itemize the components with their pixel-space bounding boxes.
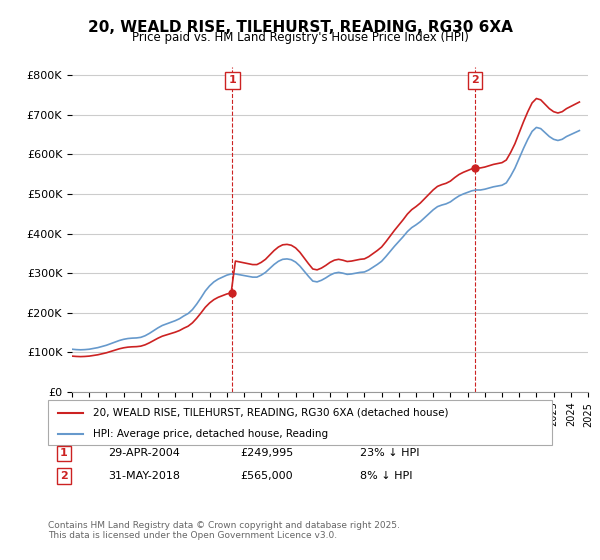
Text: 23% ↓ HPI: 23% ↓ HPI (360, 449, 419, 459)
Text: HPI: Average price, detached house, Reading: HPI: Average price, detached house, Read… (94, 429, 328, 439)
Text: 1: 1 (60, 449, 68, 459)
Text: Price paid vs. HM Land Registry's House Price Index (HPI): Price paid vs. HM Land Registry's House … (131, 31, 469, 44)
Text: 2: 2 (471, 75, 479, 85)
Text: 20, WEALD RISE, TILEHURST, READING, RG30 6XA: 20, WEALD RISE, TILEHURST, READING, RG30… (88, 20, 512, 35)
Text: 1: 1 (229, 75, 236, 85)
Text: £249,995: £249,995 (240, 449, 293, 459)
Text: 29-APR-2004: 29-APR-2004 (108, 449, 180, 459)
Text: 20, WEALD RISE, TILEHURST, READING, RG30 6XA (detached house): 20, WEALD RISE, TILEHURST, READING, RG30… (94, 408, 449, 418)
Text: 8% ↓ HPI: 8% ↓ HPI (360, 471, 413, 481)
Text: 2: 2 (60, 471, 68, 481)
Text: Contains HM Land Registry data © Crown copyright and database right 2025.
This d: Contains HM Land Registry data © Crown c… (48, 521, 400, 540)
FancyBboxPatch shape (48, 400, 552, 445)
Text: £565,000: £565,000 (240, 471, 293, 481)
Text: 31-MAY-2018: 31-MAY-2018 (108, 471, 180, 481)
